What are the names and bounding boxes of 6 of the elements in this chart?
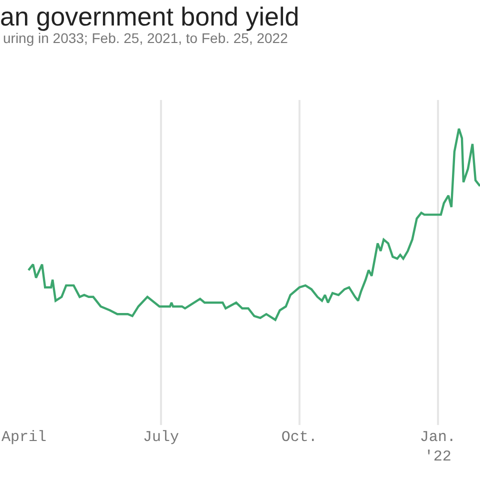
chart-subtitle: uring in 2033; Feb. 25, 2021, to Feb. 25, 2022 bbox=[3, 30, 288, 46]
x-tick-label: April bbox=[1, 429, 47, 446]
x-tick-label: Jan. '22 bbox=[420, 429, 456, 466]
chart-title: an government bond yield bbox=[0, 1, 300, 32]
x-tick-label: July bbox=[142, 429, 179, 446]
x-tick-label: Oct. bbox=[281, 429, 318, 446]
